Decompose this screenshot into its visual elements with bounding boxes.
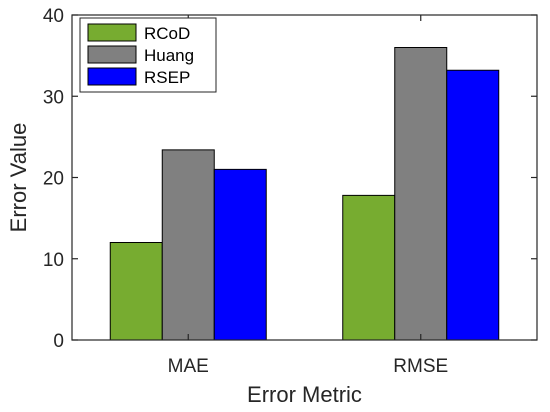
plot-frame [71, 14, 538, 341]
y-tick-label: 30 [43, 87, 64, 108]
x-axis-label: Error Metric [247, 382, 362, 407]
bar-huang-rmse [394, 47, 448, 341]
legend-swatch-huang [87, 45, 137, 64]
legend-label-rsep: RSEP [144, 68, 190, 87]
legend: RCoD Huang RSEP [79, 17, 217, 93]
bars-group [109, 47, 500, 341]
bar-huang-mae [161, 149, 215, 341]
bar-rsep-mae [213, 168, 267, 341]
legend-swatch-rsep [87, 67, 137, 86]
legend-label-huang: Huang [144, 46, 194, 65]
y-tick-label: 40 [43, 6, 64, 27]
bar-rsep-rmse [446, 69, 500, 341]
x-axis-ticks: MAE RMSE [168, 15, 448, 377]
x-tick-label: MAE [168, 356, 209, 377]
bar-rcod-rmse [342, 194, 396, 341]
legend-swatch-rcod [87, 23, 137, 42]
y-tick-label: 10 [43, 250, 64, 271]
bar-rcod-mae [109, 242, 163, 341]
y-axis-ticks: 0 10 20 30 40 [43, 6, 537, 352]
x-tick-label: RMSE [393, 356, 448, 377]
y-tick-label: 0 [53, 331, 64, 352]
legend-label-rcod: RCoD [144, 24, 190, 43]
y-axis-label: Error Value [6, 123, 31, 233]
y-tick-label: 20 [43, 169, 64, 190]
